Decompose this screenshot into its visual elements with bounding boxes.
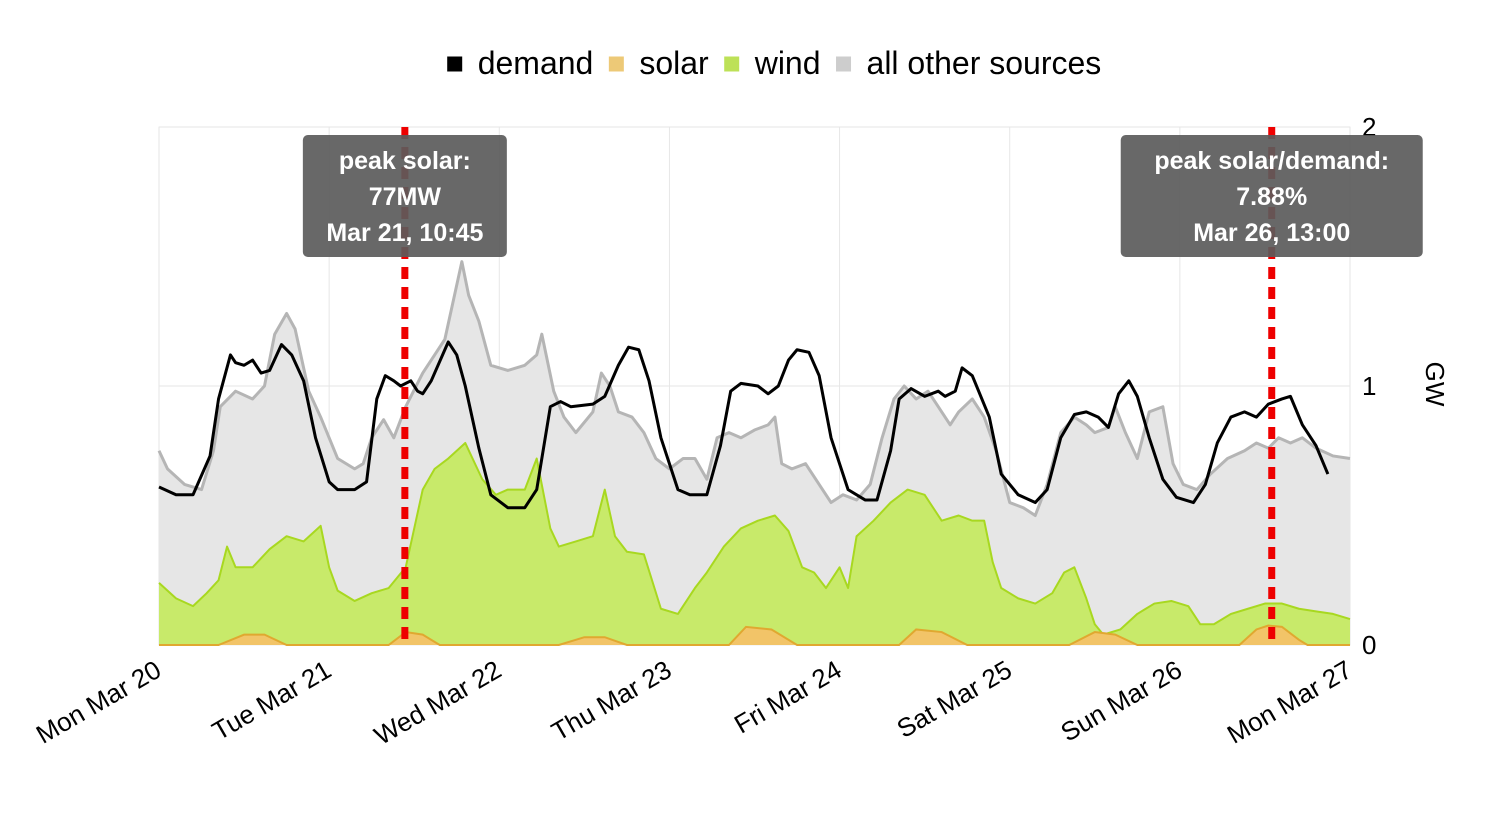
legend-swatch (608, 56, 624, 72)
x-tick-label: Mon Mar 20 (31, 654, 166, 749)
demand-series (158, 340, 1330, 510)
annotation-text: 7.88% (1236, 183, 1307, 211)
legend-label: solar (639, 45, 709, 81)
x-tick-label: Sat Mar 25 (892, 654, 1017, 744)
legend-label: all other sources (867, 45, 1102, 81)
x-tick-label: Tue Mar 21 (207, 654, 336, 746)
y-axis-label: GW (1420, 362, 1450, 407)
wind-line (158, 441, 1351, 636)
annotation-text: peak solar/demand: (1154, 147, 1389, 175)
annotation-text: peak solar: (339, 147, 471, 175)
legend-label: wind (754, 45, 821, 81)
annotation-background (302, 135, 507, 257)
x-tick-label: Sun Mar 26 (1055, 654, 1186, 747)
legend-label: demand (478, 45, 594, 81)
other-sources-line (157, 260, 1351, 517)
annotations: peak solar: 77MW Mar 21, 10:45 peak solar/d… (302, 127, 1423, 645)
solar-area (159, 625, 1350, 645)
annotation-text: 77MW (369, 183, 442, 211)
legend-swatch (836, 56, 852, 72)
x-tick-label: Wed Mar 22 (369, 654, 506, 751)
legend-swatch (447, 56, 463, 72)
x-tick-label: Thu Mar 23 (546, 654, 676, 746)
annotation-box: peak solar/demand: 7.88% Mar 26, 13:00 (1120, 135, 1423, 257)
wind-area (159, 442, 1350, 645)
annotation-background (1120, 135, 1423, 257)
legend-swatch (724, 56, 740, 72)
x-tick-label: Mon Mar 27 (1222, 654, 1357, 749)
annotation-text: Mar 26, 13:00 (1193, 219, 1350, 247)
series-areas (157, 260, 1351, 646)
legend: demand solar wind all other sources (447, 45, 1102, 81)
demand-line (158, 340, 1330, 510)
y-tick-label: 1 (1362, 371, 1376, 401)
x-tick-label: Fri Mar 24 (729, 654, 847, 739)
y-tick-label: 2 (1362, 112, 1376, 142)
y-tick-label: 0 (1362, 630, 1376, 660)
annotation-text: Mar 21, 10:45 (326, 219, 483, 247)
solar-line (159, 624, 1350, 646)
annotation-box: peak solar: 77MW Mar 21, 10:45 (302, 135, 507, 257)
